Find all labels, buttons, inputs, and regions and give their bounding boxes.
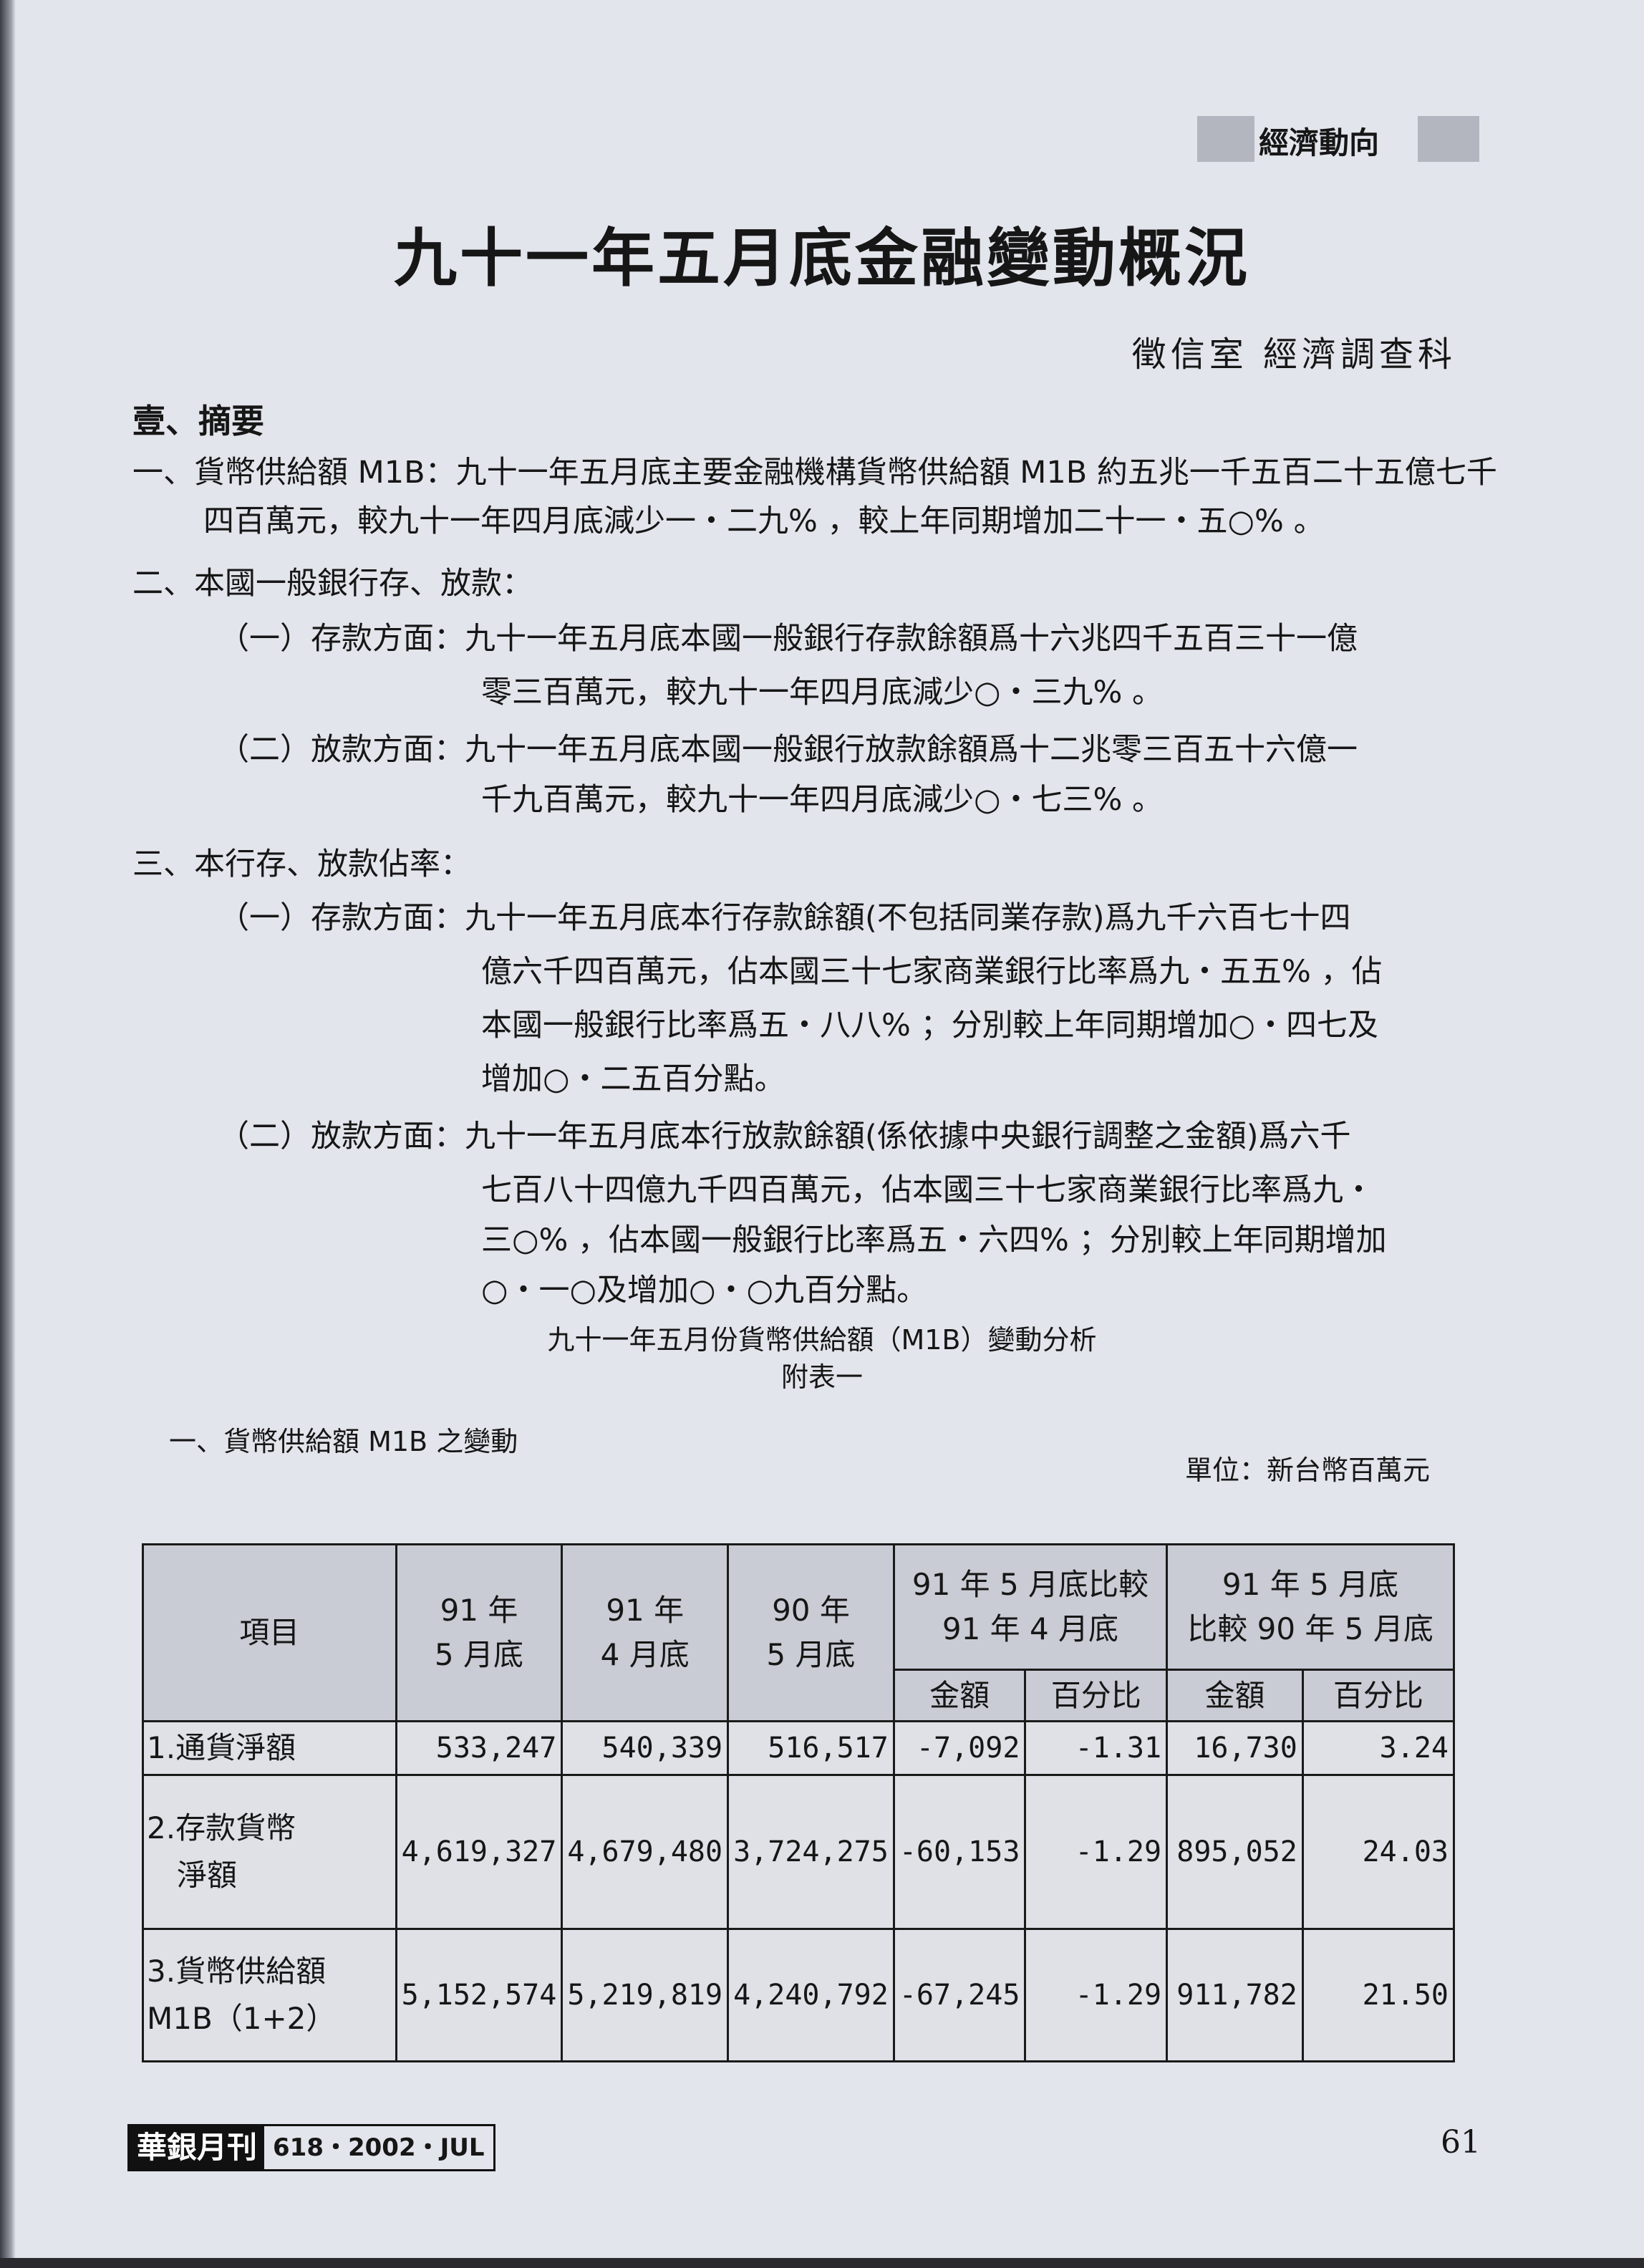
page-edge-shadow	[0, 0, 16, 2268]
body-line: （一）存款方面：九十一年五月底本行存款餘額(不包括同業存款)爲九千六百七十四	[218, 900, 1351, 936]
body-line: 零三百萬元，較九十一年四月底減少○・三九% 。	[481, 675, 1164, 710]
table-cell: 4,619,327	[395, 1774, 564, 1930]
table-cell: 5,152,574	[395, 1928, 564, 2062]
page-number: 61	[1441, 2124, 1481, 2161]
body-line: 四百萬元，較九十一年四月底減少一・二九% ，較上年同期增加二十一・五○% 。	[203, 503, 1325, 539]
table-cell: 516,517	[727, 1720, 895, 1776]
table-cell: 895,052	[1166, 1774, 1304, 1930]
table-caption: 九十一年五月份貨幣供給額（M1B）變動分析	[547, 1324, 1097, 1356]
section-tab-right-block	[1418, 116, 1479, 162]
table-cell: 4,679,480	[561, 1774, 730, 1930]
table-cell: -1.29	[1024, 1774, 1169, 1930]
table-cell: 3.24	[1301, 1720, 1456, 1776]
body-line: （二）放款方面：九十一年五月底本行放款餘額(係依據中央銀行調整之金額)爲六千	[218, 1119, 1351, 1154]
body-line: 一、貨幣供給額 M1B：九十一年五月底主要金融機構貨幣供給額 M1B 約五兆一千…	[132, 455, 1497, 491]
table-cell: 540,339	[561, 1720, 730, 1776]
header-amount: 金額	[1166, 1669, 1304, 1722]
table-cell: 3,724,275	[727, 1774, 895, 1930]
body-line: 二、本國一般銀行存、放款：	[132, 566, 533, 602]
header-percent: 百分比	[1024, 1669, 1169, 1722]
table-row: 3.貨幣供給額 M1B（1+2） 5,152,574 5,219,819 4,240,7…	[142, 1928, 1456, 2062]
body-line: （二）放款方面：九十一年五月底本國一般銀行放款餘額爲十二兆零三百五十六億一	[218, 732, 1358, 768]
magazine-name: 華銀月刊	[130, 2126, 265, 2169]
section-tab-label: 經濟動向	[1259, 125, 1380, 160]
body-line: （一）存款方面：九十一年五月底本國一般銀行存款餘額爲十六兆四千五百三十一億	[218, 621, 1358, 657]
page-title: 九十一年五月底金融變動概況	[393, 221, 1250, 295]
table-row: 2.存款貨幣 淨額 4,619,327 4,679,480 3,724,275 -60,…	[142, 1774, 1456, 1930]
table-cell: 21.50	[1301, 1928, 1456, 2062]
header-amount: 金額	[892, 1669, 1027, 1722]
unit-label: 單位：新台幣百萬元	[1185, 1454, 1431, 1486]
body-line: 億六千四百萬元，佔本國三十七家商業銀行比率爲九・五五% ，佔	[481, 954, 1383, 990]
table-cell: -67,245	[892, 1928, 1027, 2062]
row-item-label: 3.貨幣供給額 M1B（1+2）	[142, 1928, 397, 2062]
header-percent: 百分比	[1301, 1669, 1456, 1722]
table-cell: -60,153	[892, 1774, 1027, 1930]
body-line: 七百八十四億九千四百萬元，佔本國三十七家商業銀行比率爲九・	[481, 1172, 1374, 1208]
row-item-label: 2.存款貨幣 淨額	[142, 1774, 397, 1930]
table-cell: -1.29	[1024, 1928, 1169, 2062]
table-row: 1.通貨淨額 533,247 540,339 516,517 -7,092 -1.31 16…	[142, 1720, 1456, 1776]
issue-info: 618・2002・JUL	[273, 2133, 485, 2162]
table-cell: 533,247	[395, 1720, 564, 1776]
table-cell: 4,240,792	[727, 1928, 895, 2062]
header-group-vs-april: 91 年 5 月底比較 91 年 4 月底	[892, 1543, 1169, 1671]
table-cell: 16,730	[1166, 1720, 1304, 1776]
section-tab-left-block	[1197, 116, 1254, 162]
appendix-label: 附表一	[780, 1361, 863, 1393]
table-cell: 24.03	[1301, 1774, 1456, 1930]
table-cell: -7,092	[892, 1720, 1027, 1776]
body-line: 增加○・二五百分點。	[481, 1061, 785, 1097]
page-bottom-edge	[0, 2258, 1644, 2268]
header-group-vs-last-year: 91 年 5 月底 比較 90 年 5 月底	[1166, 1543, 1455, 1671]
body-line: 三○% ，佔本國一般銀行比率爲五・六四% ；分別較上年同期增加	[481, 1222, 1387, 1258]
footer-masthead: 華銀月刊 618・2002・JUL	[127, 2124, 495, 2171]
table-cell: 911,782	[1166, 1928, 1304, 2062]
header-item: 項目	[142, 1543, 397, 1722]
author-line: 徵信室 經濟調查科	[1131, 334, 1456, 375]
body-line: 千九百萬元，較九十一年四月底減少○・七三% 。	[481, 782, 1164, 818]
body-line: 本國一般銀行比率爲五・八八% ；分別較上年同期增加○・四七及	[481, 1008, 1379, 1043]
table-cell: 5,219,819	[561, 1928, 730, 2062]
body-line: ○・一○及增加○・○九百分點。	[481, 1273, 928, 1308]
table-cell: -1.31	[1024, 1720, 1169, 1776]
body-line: 三、本行存、放款佔率：	[132, 846, 471, 882]
table-subtitle: 一、貨幣供給額 M1B 之變動	[169, 1426, 518, 1457]
section-heading: 壹、摘要	[132, 402, 264, 440]
row-item-label: 1.通貨淨額	[142, 1720, 397, 1776]
